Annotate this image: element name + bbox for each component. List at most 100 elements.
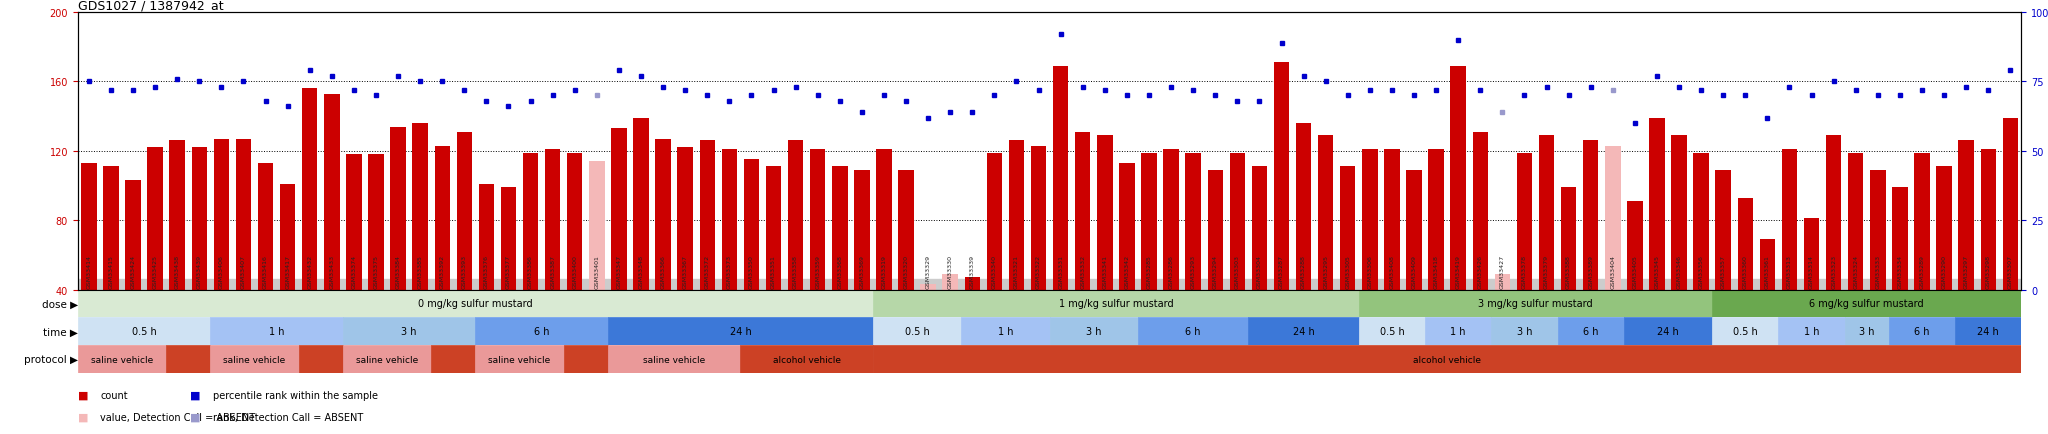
- Text: GSM33392: GSM33392: [440, 254, 444, 288]
- Text: 6 h: 6 h: [1186, 327, 1200, 336]
- Bar: [102, 167, 119, 290]
- Bar: [475, 345, 563, 373]
- Text: GSM33407: GSM33407: [242, 254, 246, 288]
- Text: 3 h: 3 h: [1085, 327, 1102, 336]
- Bar: [1579, 279, 1602, 290]
- Text: GSM33417: GSM33417: [285, 254, 291, 288]
- Bar: [1425, 279, 1448, 290]
- Bar: [1911, 279, 1933, 290]
- Bar: [1053, 67, 1069, 290]
- Text: GSM33287: GSM33287: [1280, 254, 1284, 288]
- Bar: [721, 150, 737, 290]
- Text: GSM33373: GSM33373: [727, 254, 731, 288]
- Bar: [940, 279, 961, 290]
- Bar: [696, 279, 719, 290]
- Bar: [502, 188, 516, 290]
- Text: protocol ▶: protocol ▶: [25, 355, 78, 364]
- Bar: [1075, 132, 1090, 290]
- Text: GSM33306: GSM33306: [1368, 254, 1372, 288]
- Text: GSM33321: GSM33321: [1014, 254, 1020, 288]
- Bar: [829, 279, 850, 290]
- Bar: [479, 184, 494, 290]
- Text: 1 h: 1 h: [1450, 327, 1466, 336]
- Bar: [299, 279, 322, 290]
- Bar: [1116, 279, 1139, 290]
- Bar: [254, 279, 276, 290]
- Bar: [1030, 146, 1047, 290]
- Bar: [1296, 124, 1311, 290]
- Bar: [342, 345, 432, 373]
- Text: alcohol vehicle: alcohol vehicle: [1413, 355, 1481, 364]
- Text: ■: ■: [190, 412, 201, 421]
- Bar: [741, 345, 872, 373]
- Bar: [1006, 279, 1028, 290]
- Text: 0.5 h: 0.5 h: [131, 327, 156, 336]
- Bar: [498, 279, 520, 290]
- Bar: [1182, 279, 1204, 290]
- Bar: [78, 290, 872, 318]
- Bar: [78, 318, 211, 345]
- Bar: [1804, 219, 1819, 290]
- Bar: [213, 139, 229, 290]
- Text: GSM33313: GSM33313: [1788, 254, 1792, 288]
- Bar: [1518, 153, 1532, 290]
- Bar: [1933, 279, 1956, 290]
- Bar: [434, 146, 451, 290]
- Bar: [1491, 279, 1513, 290]
- Text: 6 h: 6 h: [1915, 327, 1929, 336]
- Bar: [743, 160, 760, 290]
- Bar: [608, 345, 741, 373]
- Bar: [961, 318, 1049, 345]
- Bar: [1448, 279, 1468, 290]
- Text: GSM33426: GSM33426: [1479, 254, 1483, 288]
- Text: GSM33356: GSM33356: [1698, 254, 1704, 288]
- Bar: [1915, 153, 1929, 290]
- Bar: [831, 167, 848, 290]
- Bar: [1888, 279, 1911, 290]
- Text: GSM33345: GSM33345: [1655, 254, 1659, 288]
- Text: GSM33351: GSM33351: [770, 254, 776, 288]
- Bar: [211, 318, 342, 345]
- Bar: [1778, 279, 1800, 290]
- Bar: [563, 345, 608, 373]
- Bar: [674, 279, 696, 290]
- Bar: [123, 279, 143, 290]
- Bar: [877, 150, 891, 290]
- Text: GSM33361: GSM33361: [1765, 254, 1769, 288]
- Text: GSM33347: GSM33347: [616, 254, 621, 288]
- Bar: [1249, 318, 1358, 345]
- Text: 3 h: 3 h: [401, 327, 418, 336]
- Text: GSM33341: GSM33341: [1102, 254, 1108, 288]
- Text: GSM33424: GSM33424: [131, 254, 135, 288]
- Text: GSM33286: GSM33286: [1169, 254, 1174, 288]
- Bar: [365, 279, 387, 290]
- Bar: [1337, 279, 1358, 290]
- Bar: [762, 279, 784, 290]
- Bar: [545, 150, 561, 290]
- Bar: [1958, 141, 1974, 290]
- Bar: [143, 279, 166, 290]
- Bar: [1956, 279, 1976, 290]
- Bar: [1358, 290, 1712, 318]
- Text: GSM33386: GSM33386: [528, 254, 532, 288]
- Text: GSM33288: GSM33288: [1300, 254, 1307, 288]
- Text: 0 mg/kg sulfur mustard: 0 mg/kg sulfur mustard: [418, 299, 532, 309]
- Text: GSM33379: GSM33379: [1544, 254, 1548, 288]
- Bar: [809, 150, 825, 290]
- Bar: [125, 181, 141, 290]
- Bar: [918, 279, 940, 290]
- Bar: [1827, 136, 1841, 290]
- Bar: [1759, 240, 1776, 290]
- Bar: [522, 153, 539, 290]
- Bar: [719, 279, 741, 290]
- Bar: [895, 279, 918, 290]
- Bar: [1358, 279, 1380, 290]
- Text: GSM33377: GSM33377: [506, 254, 512, 288]
- Bar: [1602, 279, 1624, 290]
- Text: GSM33387: GSM33387: [551, 254, 555, 288]
- Text: 0.5 h: 0.5 h: [1380, 327, 1405, 336]
- Bar: [784, 279, 807, 290]
- Bar: [655, 139, 672, 290]
- Bar: [236, 139, 252, 290]
- Bar: [854, 171, 870, 290]
